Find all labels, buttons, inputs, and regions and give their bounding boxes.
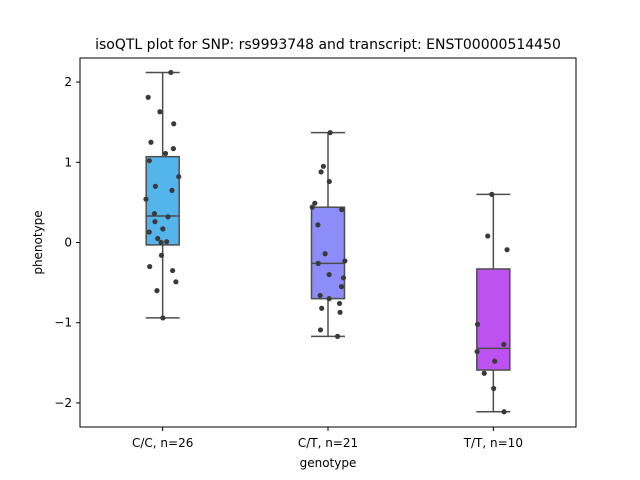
data-point: [145, 94, 151, 100]
data-point: [162, 150, 169, 157]
data-point: [327, 130, 333, 136]
data-point: [146, 229, 152, 235]
data-point: [147, 263, 153, 270]
data-point: [160, 315, 166, 321]
data-point: [342, 258, 348, 264]
chart-title: isoQTL plot for SNP: rs9993748 and trans…: [95, 37, 561, 53]
data-point: [312, 200, 318, 206]
data-point: [165, 214, 171, 220]
data-point: [157, 109, 163, 115]
y-tick-label: 2: [64, 75, 72, 89]
y-tick-label: −2: [54, 396, 72, 410]
plot-frame: [79, 57, 577, 428]
data-point: [322, 251, 328, 257]
data-point: [320, 163, 326, 169]
data-point: [176, 174, 182, 180]
x-tick-label: C/C, n=26: [132, 436, 193, 450]
data-point: [315, 260, 321, 266]
data-point: [319, 305, 325, 311]
data-point: [160, 226, 166, 232]
data-point: [173, 279, 179, 285]
x-tick-label: T/T, n=10: [463, 436, 523, 450]
x-tick-label: C/T, n=21: [298, 436, 358, 450]
data-point: [336, 300, 343, 307]
data-point: [152, 219, 158, 225]
y-tick-label: −1: [54, 316, 72, 330]
x-axis: C/C, n=26 C/T, n=21 T/T, n=10: [132, 427, 523, 450]
data-point: [485, 233, 491, 239]
data-point: [326, 271, 332, 278]
data-point: [317, 292, 323, 299]
data-point: [170, 146, 177, 152]
data-point: [315, 222, 321, 228]
box: [476, 268, 511, 371]
data-point: [489, 191, 495, 197]
data-point: [154, 288, 160, 294]
data-point: [337, 309, 343, 315]
data-point: [334, 333, 341, 339]
strip-points: [143, 69, 510, 415]
y-tick-label: 1: [64, 155, 72, 169]
data-point: [491, 385, 497, 392]
data-point: [501, 409, 507, 415]
data-point: [317, 327, 324, 333]
data-point: [326, 178, 332, 185]
data-point: [340, 275, 347, 281]
data-point: [326, 296, 332, 302]
box: [310, 206, 346, 300]
data-point: [318, 169, 324, 175]
data-point: [501, 341, 507, 347]
y-axis: −2 −1 0 1 2: [54, 75, 80, 410]
box-group: [145, 71, 511, 413]
data-point: [155, 235, 161, 242]
y-axis-label: phenotype: [31, 210, 45, 274]
data-point: [504, 247, 510, 253]
data-point: [163, 239, 170, 245]
data-point: [309, 204, 315, 210]
data-point: [143, 196, 149, 202]
data-point: [481, 370, 487, 376]
y-tick-label: 0: [64, 236, 72, 250]
data-point: [158, 239, 164, 246]
data-point: [168, 69, 174, 76]
data-point: [492, 358, 498, 364]
data-point: [170, 267, 176, 274]
data-point: [148, 139, 154, 145]
x-axis-label: genotype: [300, 456, 357, 470]
data-point: [171, 121, 177, 127]
data-point: [338, 284, 345, 290]
data-point: [152, 183, 158, 189]
data-point: [474, 348, 480, 355]
data-point: [169, 187, 175, 193]
data-point: [158, 252, 165, 258]
data-point: [339, 207, 345, 213]
data-point: [474, 321, 481, 327]
data-point: [146, 158, 152, 164]
data-point: [151, 211, 157, 217]
